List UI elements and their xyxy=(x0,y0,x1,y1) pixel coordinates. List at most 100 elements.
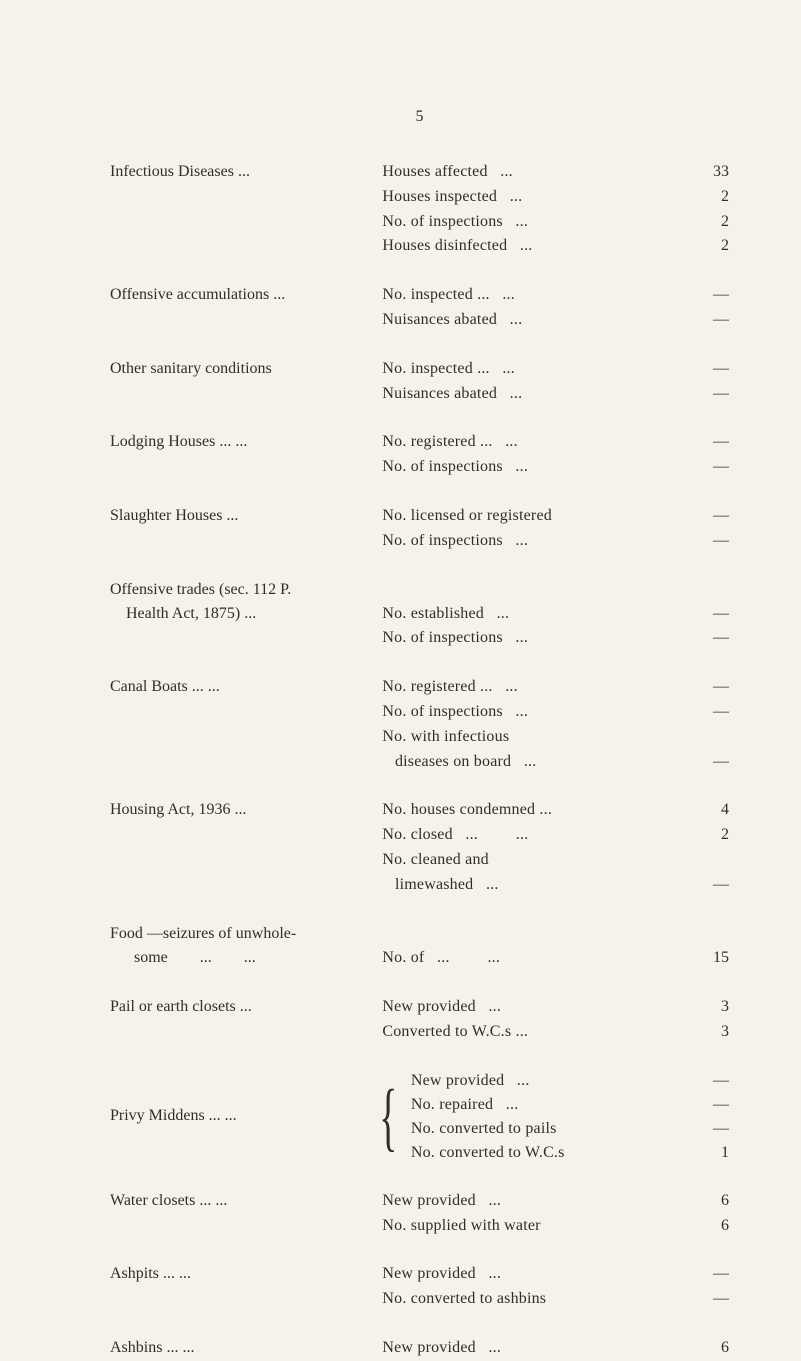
data-line: No. with infectious xyxy=(382,725,729,750)
data-line: No. closed ... ... 2 xyxy=(382,823,729,848)
line-label: No. of ... ... xyxy=(382,946,500,971)
right-column: New provided ...6 xyxy=(382,1336,729,1361)
right-column: No. registered ... ...—No. of inspection… xyxy=(382,430,729,480)
line-value: — xyxy=(689,602,729,627)
spacer xyxy=(382,922,729,946)
left-column: Lodging Houses ... ... xyxy=(110,430,382,480)
left-column: Housing Act, 1936 ... xyxy=(110,798,382,897)
left-column: Slaughter Houses ... xyxy=(110,504,382,554)
line-label: No. of inspections ... xyxy=(382,210,528,235)
data-line: Nuisances abated ... — xyxy=(382,382,729,407)
line-value: — xyxy=(689,675,729,700)
data-line: No. inspected ... ...— xyxy=(382,283,729,308)
line-value: — xyxy=(689,357,729,382)
section-heading: Ashpits ... ... xyxy=(110,1262,378,1287)
right-column: New provided ...—No. converted to ashbin… xyxy=(382,1262,729,1312)
brace-lines: New provided ...—No. repaired ...—No. co… xyxy=(411,1069,729,1165)
data-line: No. supplied with water6 xyxy=(382,1214,729,1239)
page-number: 5 xyxy=(110,108,729,126)
line-value: 4 xyxy=(689,798,729,823)
section-row: Infectious Diseases ...Houses affected .… xyxy=(110,160,729,259)
line-label: Houses disinfected ... xyxy=(382,234,532,259)
line-value: 2 xyxy=(689,185,729,210)
line-label: No. licensed or registered xyxy=(382,504,552,529)
section-heading: Other sanitary conditions xyxy=(110,357,378,382)
left-column: Privy Middens ... ... xyxy=(110,1069,382,1165)
line-label: New provided ... xyxy=(382,1262,501,1287)
data-line: No. houses condemned ... 4 xyxy=(382,798,729,823)
line-value: — xyxy=(689,1117,729,1141)
brace-group: {New provided ...—No. repaired ...—No. c… xyxy=(382,1069,729,1165)
section-heading: Offensive trades (sec. 112 P. Health Act… xyxy=(110,578,378,628)
left-column: Infectious Diseases ... xyxy=(110,160,382,259)
section-heading: Ashbins ... ... xyxy=(110,1336,378,1361)
data-line: No. converted to pails — xyxy=(411,1117,729,1141)
section-heading: Housing Act, 1936 ... xyxy=(110,798,378,823)
page-container: 5 Infectious Diseases ...Houses affected… xyxy=(0,0,801,1287)
data-line: diseases on board ...— xyxy=(382,750,729,775)
line-label: No. cleaned and xyxy=(382,848,489,873)
line-value: — xyxy=(689,1093,729,1117)
line-label: No. registered ... ... xyxy=(382,430,517,455)
line-label: Houses affected ... xyxy=(382,160,513,185)
left-column: Water closets ... ... xyxy=(110,1189,382,1239)
left-column: Offensive accumulations ... xyxy=(110,283,382,333)
section-row: Food —seizures of unwhole- some ... ...N… xyxy=(110,922,729,972)
line-label: No. repaired ... xyxy=(411,1093,519,1117)
data-line: New provided ...6 xyxy=(382,1189,729,1214)
line-label: Houses inspected ... xyxy=(382,185,522,210)
line-label: No. inspected ... ... xyxy=(382,357,515,382)
section-heading: Privy Middens ... ... xyxy=(110,1104,237,1129)
line-label: No. supplied with water xyxy=(382,1214,540,1239)
section-heading: Lodging Houses ... ... xyxy=(110,430,378,455)
data-line: New provided ...6 xyxy=(382,1336,729,1361)
line-value: 2 xyxy=(689,210,729,235)
line-label: No. of inspections ... xyxy=(382,626,528,651)
line-label: No. converted to ashbins xyxy=(382,1287,546,1312)
data-line: No. converted to W.C.s1 xyxy=(411,1141,729,1165)
line-value: — xyxy=(689,529,729,554)
line-value: — xyxy=(689,308,729,333)
data-line: No. cleaned and xyxy=(382,848,729,873)
line-label: No. converted to W.C.s xyxy=(411,1141,565,1165)
left-column: Food —seizures of unwhole- some ... ... xyxy=(110,922,382,972)
right-column: Houses affected ... 33 Houses inspected ..… xyxy=(382,160,729,259)
section-heading: Offensive accumulations ... xyxy=(110,283,378,308)
line-label: New provided ... xyxy=(382,995,501,1020)
line-label: Nuisances abated ... xyxy=(382,382,522,407)
right-column: New provided ...3Converted to W.C.s ...3 xyxy=(382,995,729,1045)
line-label: Converted to W.C.s ... xyxy=(382,1020,528,1045)
section-row: Offensive accumulations ...No. inspected… xyxy=(110,283,729,333)
data-line: No. of inspections ...— xyxy=(382,626,729,651)
line-label: No. houses condemned ... xyxy=(382,798,552,823)
data-line: limewashed ...— xyxy=(382,873,729,898)
data-line: New provided ...— xyxy=(382,1262,729,1287)
right-column: {New provided ...—No. repaired ...—No. c… xyxy=(382,1069,729,1165)
section-heading: Slaughter Houses ... xyxy=(110,504,378,529)
data-line: No. of inspections ... 2 xyxy=(382,210,729,235)
section-row: Ashpits ... ...New provided ...—No. conv… xyxy=(110,1262,729,1312)
section-row: Privy Middens ... ...{New provided ...—N… xyxy=(110,1069,729,1165)
section-row: Canal Boats ... ...No. registered ... ..… xyxy=(110,675,729,774)
line-label: No. of inspections ... xyxy=(382,455,528,480)
left-column: Ashpits ... ... xyxy=(110,1262,382,1312)
line-value: 33 xyxy=(689,160,729,185)
line-label: New provided ... xyxy=(382,1189,501,1214)
section-row: Ashbins ... ...New provided ...6 xyxy=(110,1336,729,1361)
section-row: Water closets ... ...New provided ...6No… xyxy=(110,1189,729,1239)
right-column: No. registered ... ...—No. of inspection… xyxy=(382,675,729,774)
right-column: No. licensed or registered—No. of inspec… xyxy=(382,504,729,554)
data-line: No. of ... ...15 xyxy=(382,946,729,971)
data-line: No. converted to ashbins — xyxy=(382,1287,729,1312)
data-line: Houses disinfected ...2 xyxy=(382,234,729,259)
line-label: No. converted to pails xyxy=(411,1117,557,1141)
line-value: 2 xyxy=(689,823,729,848)
data-line: No. repaired ... — xyxy=(411,1093,729,1117)
line-value: — xyxy=(689,382,729,407)
line-label: No. closed ... ... xyxy=(382,823,528,848)
line-value: — xyxy=(689,504,729,529)
data-line: Nuisances abated ...— xyxy=(382,308,729,333)
section-heading: Pail or earth closets ... xyxy=(110,995,378,1020)
line-label: No. of inspections ... xyxy=(382,700,528,725)
line-value: — xyxy=(689,1287,729,1312)
